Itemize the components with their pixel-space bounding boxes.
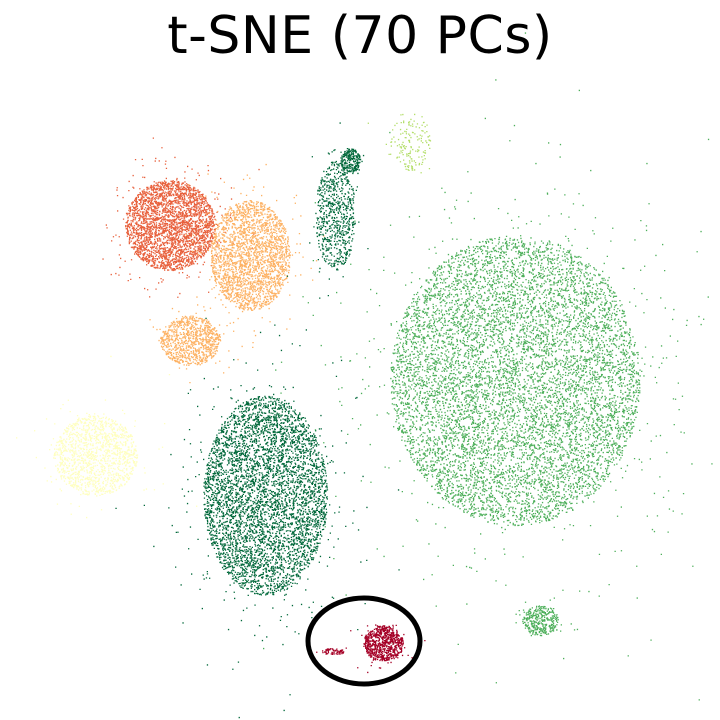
cluster-6-points — [15, 355, 198, 519]
cluster-11-marks — [316, 648, 345, 655]
cluster-11-points — [316, 648, 345, 655]
cluster-8-marks — [263, 32, 713, 701]
cluster-9-marks — [515, 597, 579, 637]
cluster-3-marks — [115, 275, 400, 719]
cluster-10-points — [345, 624, 426, 674]
cluster-7-marks — [367, 113, 432, 174]
cluster-5-points — [328, 148, 365, 175]
cluster-0-marks — [102, 137, 260, 298]
cluster-8-points — [263, 32, 713, 701]
cluster-5-marks — [328, 148, 365, 175]
cluster-4-marks — [309, 122, 369, 299]
cluster-4-points — [309, 122, 369, 299]
cluster-2-points — [149, 296, 254, 384]
cluster-7-points — [367, 113, 432, 174]
chart-title: t-SNE (70 PCs) — [167, 6, 553, 66]
cluster-9-points — [515, 597, 579, 637]
cluster-0-points — [102, 137, 260, 298]
highlight-ellipse — [305, 595, 423, 687]
cluster-2-marks — [149, 296, 254, 384]
cluster-3-points — [115, 275, 400, 719]
cluster-10-marks — [345, 624, 426, 674]
cluster-6-marks — [15, 355, 198, 519]
